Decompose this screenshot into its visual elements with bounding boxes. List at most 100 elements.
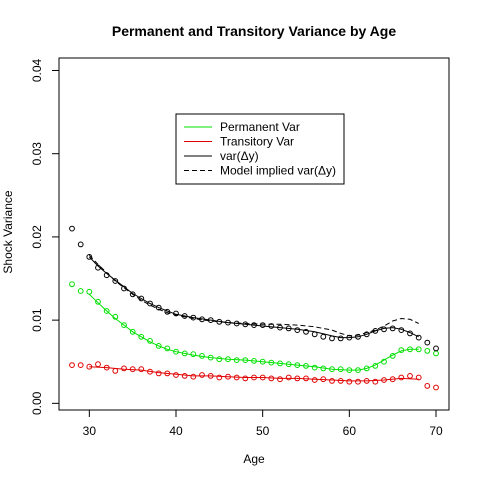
data-point-var-y [389, 325, 396, 332]
data-point-var-y [277, 324, 283, 331]
data-point-permanent-var [216, 356, 223, 363]
data-point-permanent-var [424, 348, 431, 354]
data-point-var-y [433, 345, 439, 352]
x-axis: 30 40 50 60 70 [83, 409, 443, 438]
data-point-permanent-var [103, 308, 110, 314]
data-point-transitory-var [424, 383, 431, 389]
data-point-permanent-var [294, 362, 301, 369]
y-axis: 0.00 0.01 0.02 0.03 0.04 [30, 58, 60, 415]
series-layer [69, 225, 439, 391]
data-point-permanent-var [277, 360, 283, 367]
data-point-var-y [207, 317, 214, 324]
legend-label: Transitory Var [220, 135, 294, 149]
data-point-var-y [77, 241, 84, 248]
data-point-permanent-var [268, 359, 275, 366]
data-point-permanent-var [86, 288, 93, 295]
data-point-var-y [320, 333, 327, 340]
data-point-permanent-var [95, 298, 101, 305]
data-point-transitory-var [320, 376, 327, 383]
data-point-transitory-var [95, 361, 101, 368]
data-point-permanent-var [259, 358, 266, 365]
data-point-transitory-var [233, 374, 240, 381]
data-point-transitory-var [303, 375, 309, 382]
data-point-transitory-var [381, 377, 387, 383]
data-point-permanent-var [329, 366, 335, 373]
data-point-permanent-var [199, 353, 205, 359]
data-point-var-y [112, 278, 119, 284]
data-point-var-y [121, 285, 127, 292]
data-point-var-y [355, 333, 361, 340]
data-point-transitory-var [372, 378, 379, 385]
data-point-permanent-var [77, 288, 84, 294]
data-point-var-y [363, 331, 370, 338]
x-axis-label: Age [243, 452, 265, 466]
data-point-var-y [242, 321, 249, 328]
data-point-transitory-var [277, 376, 283, 383]
data-point-var-y [259, 322, 266, 329]
data-point-transitory-var [363, 378, 370, 384]
data-point-transitory-var [398, 374, 405, 381]
data-point-var-y [268, 323, 275, 329]
data-point-var-y [251, 322, 257, 329]
data-point-var-y [86, 254, 93, 260]
data-point-permanent-var [398, 347, 405, 354]
data-point-transitory-var [242, 375, 249, 382]
data-point-var-y [95, 264, 101, 271]
data-point-permanent-var [164, 345, 171, 352]
series-transitory-var [69, 361, 439, 391]
data-point-transitory-var [329, 378, 335, 384]
data-point-transitory-var [259, 374, 266, 381]
data-point-permanent-var [155, 343, 162, 349]
x-tick-label: 40 [169, 424, 183, 438]
data-point-permanent-var [242, 357, 249, 364]
data-point-transitory-var [207, 373, 214, 379]
data-point-transitory-var [190, 373, 197, 380]
data-point-transitory-var [181, 373, 188, 379]
data-point-var-y [173, 310, 179, 317]
data-point-permanent-var [433, 350, 439, 357]
data-point-permanent-var [173, 348, 179, 355]
data-point-permanent-var [251, 358, 257, 364]
data-point-permanent-var [381, 358, 387, 365]
x-tick-label: 30 [83, 424, 97, 438]
data-point-permanent-var [320, 365, 327, 372]
data-point-permanent-var [415, 346, 422, 353]
data-point-transitory-var [69, 362, 75, 369]
y-tick-label: 0.01 [30, 308, 44, 332]
data-point-var-y [155, 304, 162, 311]
series-line-permanent-var [88, 293, 419, 371]
data-point-var-y [415, 334, 422, 341]
data-point-permanent-var [181, 350, 188, 357]
series-line-model-implied-var-y [88, 254, 419, 337]
data-point-var-y [398, 327, 405, 334]
data-point-transitory-var [407, 373, 413, 379]
data-point-transitory-var [389, 376, 396, 383]
y-tick-label: 0.02 [30, 225, 44, 249]
data-point-transitory-var [355, 378, 361, 385]
data-point-var-y [69, 225, 75, 232]
data-point-transitory-var [129, 366, 136, 373]
data-point-permanent-var [225, 356, 231, 363]
data-point-permanent-var [233, 357, 240, 364]
x-tick-label: 60 [343, 424, 357, 438]
data-point-transitory-var [337, 378, 344, 384]
data-point-permanent-var [138, 333, 145, 340]
y-tick-label: 0.03 [30, 142, 44, 166]
data-point-permanent-var [190, 351, 197, 358]
data-point-var-y [303, 328, 309, 335]
data-point-transitory-var [415, 374, 422, 381]
data-point-transitory-var [147, 368, 153, 375]
data-point-permanent-var [355, 367, 361, 374]
data-point-permanent-var [372, 363, 379, 369]
data-point-var-y [337, 335, 344, 342]
legend-label: Permanent Var [220, 120, 300, 134]
series-permanent-var [69, 281, 439, 374]
data-point-permanent-var [407, 346, 413, 353]
data-point-var-y [346, 334, 353, 341]
data-point-transitory-var [216, 374, 223, 381]
legend-box [175, 113, 345, 185]
data-point-transitory-var [311, 377, 318, 383]
data-point-transitory-var [86, 363, 93, 370]
x-tick-label: 70 [429, 424, 443, 438]
